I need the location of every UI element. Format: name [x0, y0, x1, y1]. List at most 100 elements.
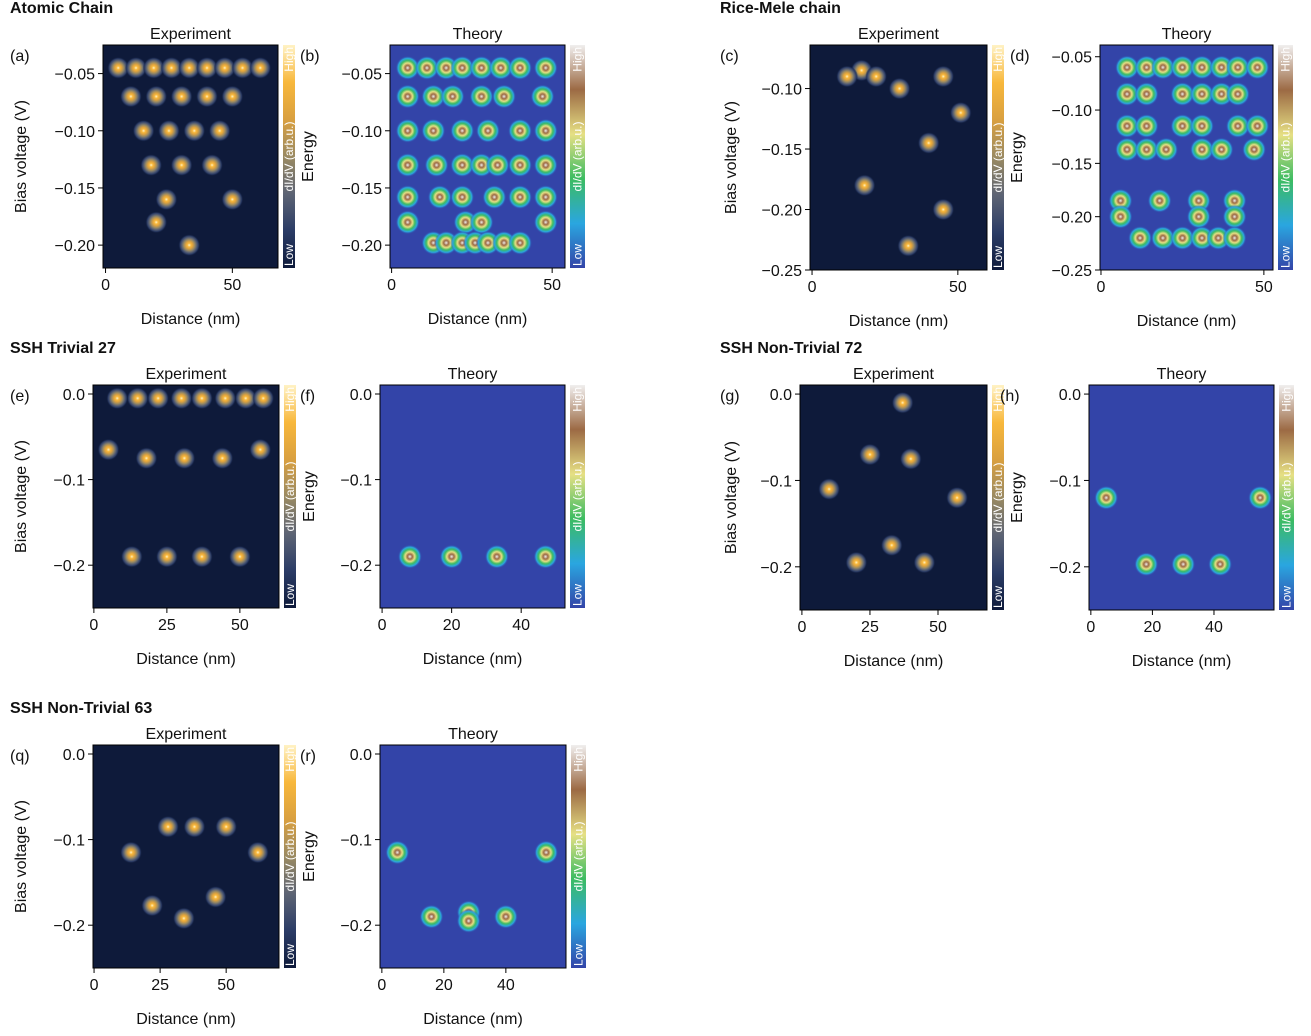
panel-subtitle: Theory	[1162, 26, 1212, 43]
peak	[1245, 55, 1270, 80]
axes-frame	[92, 744, 280, 969]
peak	[231, 56, 254, 79]
colorbar	[284, 385, 296, 608]
colorbar-low: Low	[283, 584, 297, 606]
y-tick-label: 0.0	[63, 747, 85, 764]
panel-subtitle: Experiment	[146, 366, 227, 383]
y-tick-label: −0.2	[340, 558, 372, 575]
axes-frame	[379, 384, 566, 609]
peak	[949, 101, 972, 124]
panel-label: (b)	[300, 48, 320, 65]
axes-frame	[389, 44, 566, 269]
peak	[178, 56, 201, 79]
peak	[1170, 55, 1195, 80]
peak	[469, 55, 494, 80]
colorbar-side-label: Energy	[1009, 132, 1026, 183]
peak	[1134, 114, 1159, 139]
peak	[1170, 114, 1195, 139]
x-tick-label: 50	[929, 619, 947, 636]
peak	[155, 188, 178, 211]
peak	[482, 185, 507, 210]
x-tick-label: 25	[151, 977, 169, 994]
x-axis-label: Distance (nm)	[428, 311, 528, 328]
heatmap-background	[380, 385, 565, 608]
colorbar-high: High	[571, 387, 585, 412]
y-tick-label: −0.1	[340, 833, 372, 850]
peak	[157, 119, 180, 142]
group-title: Atomic Chain	[10, 0, 113, 17]
y-tick-label: −0.05	[1052, 50, 1093, 67]
x-tick-label: 50	[223, 277, 241, 294]
peak	[533, 185, 558, 210]
panel-label: (g)	[720, 388, 740, 405]
peak	[508, 185, 533, 210]
y-tick-label: 0.0	[63, 387, 85, 404]
panel-subtitle: Experiment	[146, 726, 227, 743]
peak	[533, 153, 558, 178]
colorbar-high: High	[571, 47, 585, 72]
y-tick-label: −0.2	[340, 918, 372, 935]
x-tick-label: 50	[231, 617, 249, 634]
y-tick-label: −0.15	[762, 142, 803, 159]
peak	[853, 174, 876, 197]
colorbar-low: Low	[571, 244, 585, 266]
peak	[508, 153, 533, 178]
colorbar-label: dI/dV (arb.u.)	[1279, 122, 1293, 192]
x-tick-label: 50	[543, 277, 561, 294]
colorbar	[283, 45, 295, 268]
colorbar	[1279, 385, 1294, 610]
y-tick-label: 0.0	[350, 747, 372, 764]
panel-subtitle: Theory	[453, 26, 503, 43]
peak	[252, 387, 275, 410]
peak	[126, 387, 149, 410]
peak	[201, 154, 224, 177]
colorbar-low: Low	[1279, 246, 1293, 268]
x-axis-label: Distance (nm)	[141, 311, 241, 328]
x-tick-label: 40	[497, 977, 515, 994]
y-axis-label: Bias voltage (V)	[723, 101, 740, 214]
peak	[140, 154, 163, 177]
colorbar	[1278, 45, 1293, 270]
peak	[1186, 204, 1211, 229]
y-tick-label: −0.05	[55, 67, 96, 84]
peak	[1189, 137, 1214, 162]
peak	[249, 56, 272, 79]
x-tick-label: 50	[217, 977, 235, 994]
peak	[395, 153, 420, 178]
colorbar-side-label: Energy	[301, 831, 318, 882]
x-axis-label: Distance (nm)	[423, 1011, 523, 1028]
peak	[107, 56, 130, 79]
peak	[533, 210, 558, 235]
panel-subtitle: Theory	[1157, 366, 1207, 383]
panel-label: (f)	[300, 388, 315, 405]
x-tick-label: 0	[377, 977, 386, 994]
heatmap-peaks	[97, 387, 275, 568]
peak	[1115, 55, 1140, 80]
panel-subtitle: Theory	[448, 726, 498, 743]
peak	[170, 387, 193, 410]
peak	[190, 387, 213, 410]
colorbar-side-label: Energy	[301, 471, 318, 522]
x-tick-label: 20	[1144, 619, 1162, 636]
peak	[897, 234, 920, 257]
y-tick-label: −0.10	[762, 82, 803, 99]
y-tick-label: 0.0	[350, 387, 372, 404]
peak	[215, 815, 238, 838]
x-axis-label: Distance (nm)	[844, 653, 944, 670]
y-tick-label: −0.20	[55, 238, 96, 255]
x-tick-label: 20	[435, 977, 453, 994]
y-tick-label: −0.15	[55, 181, 96, 198]
axes-frame	[379, 744, 567, 969]
colorbar-high: High	[1280, 387, 1294, 412]
peak	[157, 815, 180, 838]
colorbar-high: High	[283, 747, 297, 772]
peak	[427, 185, 452, 210]
peak	[1108, 204, 1133, 229]
x-axis-label: Distance (nm)	[136, 651, 236, 668]
peak	[1225, 82, 1250, 107]
peak	[208, 119, 231, 142]
peak	[1225, 55, 1250, 80]
peak	[124, 56, 147, 79]
peak	[858, 443, 881, 466]
